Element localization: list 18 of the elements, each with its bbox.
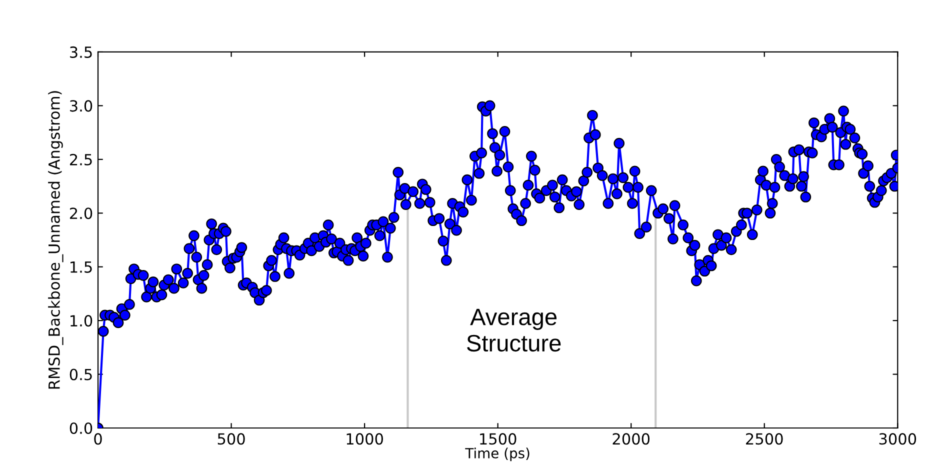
x-tick-label: 2000 xyxy=(612,433,650,445)
y-tick-label: 3.5 xyxy=(70,46,92,58)
x-tick-label: 3000 xyxy=(879,433,916,445)
x-axis-title: Time (ps) xyxy=(465,448,530,462)
y-tick-label: 3.0 xyxy=(70,100,92,112)
y-tick-label: 0.0 xyxy=(70,422,92,434)
y-tick-label: 1.0 xyxy=(70,315,92,327)
annotation: Average Structure xyxy=(467,308,561,352)
x-tick-label: 1000 xyxy=(346,433,383,445)
x-tick-label: 0 xyxy=(94,433,102,445)
x-tick-label: 500 xyxy=(218,433,245,445)
y-axis-title: RMSD_Backbone_Unnamed (Angstrom) xyxy=(48,91,64,389)
x-tick-label: 2500 xyxy=(746,433,783,445)
y-tick-label: 1.5 xyxy=(70,262,92,273)
y-tick-label: 0.5 xyxy=(70,368,92,380)
x-tick-label: 1500 xyxy=(480,433,516,445)
y-tick-label: 2.5 xyxy=(70,154,92,166)
y-tick-label: 2.0 xyxy=(70,208,92,220)
